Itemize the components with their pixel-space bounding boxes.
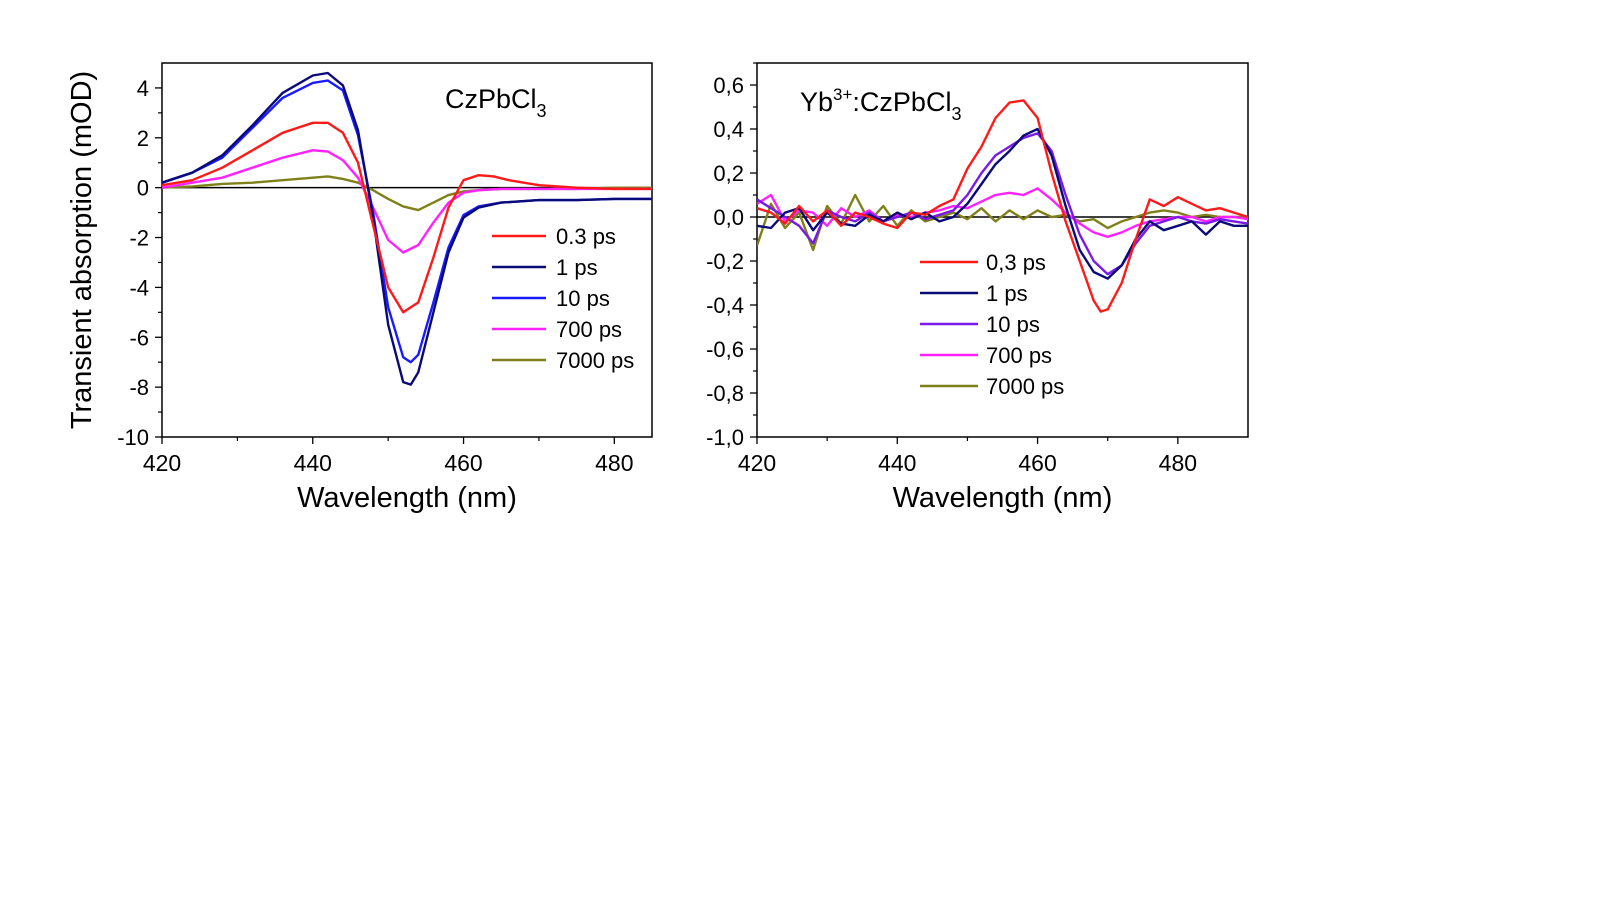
y-tick-label: -0,6: [706, 337, 744, 362]
series-line-1-ps: [162, 71, 652, 386]
legend-label: 700 ps: [986, 343, 1052, 368]
x-tick-label: 480: [595, 450, 633, 476]
annotation-main: CzPbCl: [445, 84, 537, 114]
legend-label: 7000 ps: [556, 348, 634, 373]
y-tick-label: 0,0: [713, 205, 744, 230]
legend-label: 700 ps: [556, 317, 622, 342]
y-tick-label: -4: [129, 275, 149, 300]
annotation-subscript: 3: [951, 104, 961, 124]
panel-annotation: Yb3+:CzPbCl3: [800, 85, 961, 124]
x-tick-label: 420: [738, 450, 776, 476]
series-line-700-ps: [162, 149, 652, 254]
y-tick-label: -1,0: [706, 425, 744, 450]
plot-frame: [756, 62, 1249, 438]
y-tick-label: 4: [137, 76, 149, 101]
annotation-prefix: Yb: [800, 87, 833, 117]
x-axis-label: Wavelength (nm): [893, 482, 1113, 514]
plot-frame: [161, 62, 653, 438]
y-tick-label: -0,2: [706, 249, 744, 274]
chart-panel-2: 420 440 460 480 0,6 0,4 0,2 0,0 -0,2 -0,4 -0,6 -0,8…: [706, 62, 1249, 514]
x-tick-label: 460: [1018, 450, 1056, 476]
legend-label: 0.3 ps: [556, 224, 616, 249]
y-tick-label: -10: [117, 425, 149, 450]
y-tick-label: -2: [129, 226, 149, 251]
legend-label: 7000 ps: [986, 374, 1064, 399]
y-tick-label: 0,4: [713, 117, 744, 142]
x-tick-label: 420: [143, 450, 181, 476]
y-tick-label: -0,8: [706, 381, 744, 406]
annotation-main: :CzPbCl: [852, 87, 951, 117]
y-tick-label: 0: [137, 176, 149, 201]
x-tick-label: 460: [444, 450, 482, 476]
legend-label: 10 ps: [986, 312, 1040, 337]
x-tick-label: 480: [1159, 450, 1197, 476]
y-tick-label: -6: [129, 325, 149, 350]
annotation-subscript: 3: [537, 101, 547, 121]
x-tick-label: 440: [878, 450, 916, 476]
legend-label: 1 ps: [556, 255, 598, 280]
series-line-0-3-ps: [162, 121, 652, 314]
series-line-0-3-ps: [757, 99, 1248, 313]
legend-label: 1 ps: [986, 281, 1028, 306]
x-tick-label: 440: [294, 450, 332, 476]
y-tick-label: -8: [129, 375, 149, 400]
y-axis-label: Transient absorption (mOD): [66, 71, 98, 429]
series-line-10-ps: [757, 132, 1248, 276]
y-tick-label: 0,6: [713, 73, 744, 98]
legend-label: 10 ps: [556, 286, 610, 311]
series-line-7000-ps: [162, 175, 652, 212]
panel-annotation: CzPbCl3: [445, 84, 547, 121]
annotation-superscript: 3+: [833, 85, 852, 104]
y-tick-label: -0,4: [706, 293, 744, 318]
legend-label: 0,3 ps: [986, 250, 1046, 275]
series-line-700-ps: [757, 187, 1248, 239]
y-tick-label: 0,2: [713, 161, 744, 186]
x-axis-label: Wavelength (nm): [297, 482, 517, 514]
y-tick-label: 2: [137, 126, 149, 151]
